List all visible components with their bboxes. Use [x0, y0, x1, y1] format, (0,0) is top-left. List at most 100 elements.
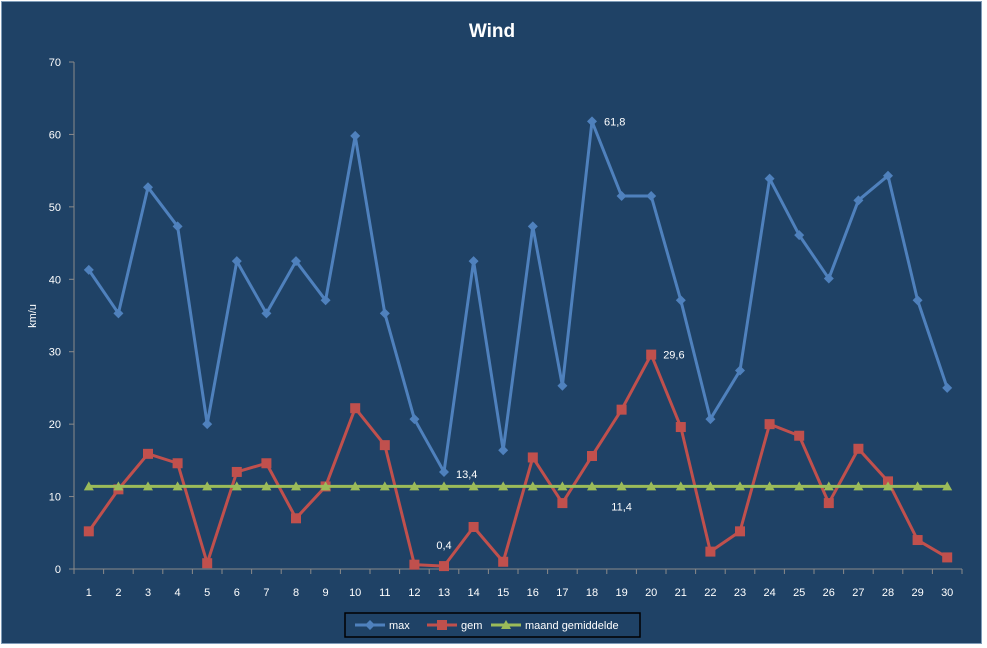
data-label: 11,4 — [611, 501, 632, 513]
data-point — [587, 116, 597, 127]
data-point — [83, 264, 94, 275]
x-tick-label: 13 — [438, 587, 450, 599]
data-point — [261, 481, 272, 491]
data-point — [172, 481, 183, 491]
legend-marker — [365, 620, 375, 630]
x-tick-label: 2 — [115, 587, 121, 599]
x-tick-label: 3 — [145, 587, 151, 599]
data-point — [527, 481, 538, 491]
chart-title: Wind — [469, 21, 515, 42]
series-line — [87, 353, 948, 568]
legend: max gem maand gemiddelde — [344, 612, 641, 638]
x-tick-label: 20 — [645, 587, 657, 599]
data-point — [735, 481, 745, 491]
data-point — [231, 466, 242, 477]
data-point — [616, 404, 627, 415]
data-point — [853, 195, 864, 206]
data-point — [527, 221, 538, 232]
data-point — [83, 481, 94, 491]
data-point — [439, 466, 449, 477]
data-point — [587, 451, 597, 462]
x-tick-label: 9 — [323, 587, 329, 599]
y-tick-label: 50 — [49, 202, 61, 214]
data-label: 61,8 — [604, 116, 625, 128]
data-label: 29,6 — [663, 350, 684, 362]
data-point — [83, 526, 94, 537]
x-tick-label: 26 — [823, 587, 835, 599]
x-tick-label: 28 — [882, 587, 894, 599]
data-point — [883, 481, 893, 491]
data-point — [231, 481, 242, 491]
y-tick-label: 40 — [49, 274, 61, 286]
x-tick-label: 23 — [734, 587, 746, 599]
data-point — [557, 481, 568, 491]
y-tick-label: 30 — [49, 347, 61, 359]
data-point — [764, 419, 775, 430]
data-point — [291, 513, 301, 524]
x-tick-label: 19 — [615, 587, 627, 599]
x-tick-label: 22 — [704, 587, 716, 599]
x-tick-label: 30 — [941, 587, 953, 599]
x-tick-label: 16 — [527, 587, 539, 599]
data-point — [261, 308, 272, 319]
data-point — [587, 481, 597, 491]
data-point — [794, 430, 805, 441]
data-point — [231, 256, 242, 267]
data-point — [202, 419, 213, 430]
y-tick-label: 70 — [49, 57, 61, 69]
x-tick-label: 21 — [675, 587, 687, 599]
legend-marker — [501, 620, 511, 629]
legend-item-gem: gem — [427, 620, 482, 632]
data-point — [379, 481, 390, 491]
data-point — [350, 130, 361, 141]
data-point — [261, 458, 272, 469]
data-point — [498, 556, 509, 567]
data-point — [498, 481, 509, 491]
data-point — [291, 256, 301, 267]
x-tick-label: 12 — [408, 587, 420, 599]
data-point — [883, 476, 893, 487]
y-tick-label: 0 — [55, 564, 61, 576]
data-point — [646, 481, 657, 491]
x-tick-label: 6 — [234, 587, 240, 599]
x-tick-label: 27 — [852, 587, 864, 599]
data-point — [557, 498, 568, 509]
data-point — [705, 414, 716, 425]
x-tick-label: 18 — [586, 587, 598, 599]
data-point — [113, 308, 124, 319]
y-tick-label: 60 — [49, 129, 61, 141]
x-tick-label: 4 — [175, 587, 181, 599]
data-point — [675, 481, 686, 491]
x-tick-label: 1 — [86, 587, 92, 599]
data-point — [498, 445, 509, 456]
x-tick-label: 29 — [911, 587, 923, 599]
data-point — [527, 452, 538, 463]
data-point — [113, 481, 124, 491]
data-point — [942, 382, 953, 393]
data-point — [320, 295, 331, 306]
y-tick-label: 10 — [49, 492, 61, 504]
data-point — [320, 481, 331, 491]
data-point — [942, 481, 953, 491]
data-point — [439, 481, 449, 491]
data-point — [468, 521, 479, 532]
data-point — [735, 365, 745, 376]
data-point — [853, 443, 864, 454]
data-label: 0,4 — [436, 540, 451, 552]
data-label: 13,4 — [456, 469, 477, 481]
series-max — [83, 116, 953, 477]
x-tick-label: 8 — [293, 587, 299, 599]
data-point — [646, 190, 657, 201]
data-point — [409, 559, 420, 570]
data-point — [764, 173, 775, 184]
data-point — [883, 170, 893, 181]
data-point — [379, 308, 390, 319]
data-point — [439, 561, 449, 572]
data-point — [557, 380, 568, 391]
data-point — [794, 230, 805, 241]
data-point — [912, 535, 923, 546]
data-point — [675, 295, 686, 306]
series-line — [87, 119, 949, 474]
data-point — [912, 481, 923, 491]
data-point — [409, 414, 420, 425]
